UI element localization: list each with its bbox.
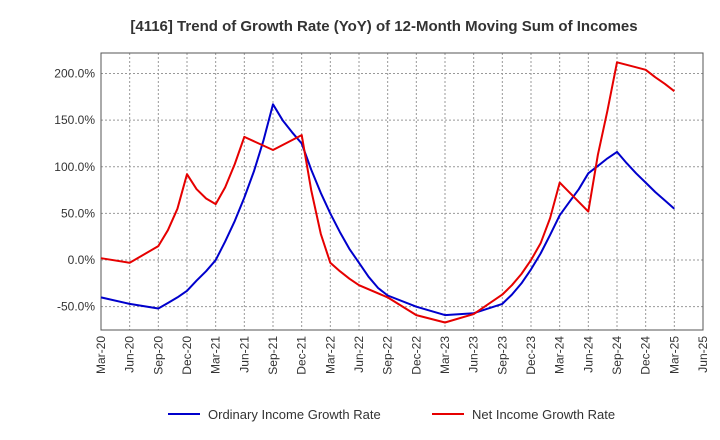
x-tick-label: Sep-20: [151, 336, 165, 375]
x-tick-label: Dec-20: [180, 336, 194, 375]
x-tick-label: Jun-20: [123, 336, 137, 373]
x-tick-label: Mar-24: [553, 336, 567, 374]
x-tick-label: Jun-23: [467, 336, 481, 373]
y-tick-label: 0.0%: [68, 253, 96, 267]
x-tick-label: Dec-22: [409, 336, 423, 375]
x-tick-label: Mar-25: [667, 336, 681, 374]
x-axis-ticks: Mar-20 Jun-20 Sep-20 Dec-20 Mar-21 Jun-21 Sep-…: [94, 336, 710, 375]
x-tick-label: Mar-22: [323, 336, 337, 374]
x-tick-label: Dec-24: [639, 336, 653, 375]
x-tick-label: Jun-21: [237, 336, 251, 373]
x-tick-label: Dec-21: [295, 336, 309, 375]
x-tick-label: Sep-23: [495, 336, 509, 375]
x-tick-label: Sep-24: [610, 336, 624, 375]
y-tick-label: -50.0%: [57, 300, 95, 314]
x-tick-label: Dec-23: [524, 336, 538, 375]
y-tick-label: 150.0%: [54, 113, 95, 127]
x-tick-label: Mar-23: [438, 336, 452, 374]
x-tick-label: Jun-22: [352, 336, 366, 373]
x-tick-label: Jun-25: [696, 336, 710, 373]
x-tick-label: Mar-21: [209, 336, 223, 374]
x-tick-label: Mar-20: [94, 336, 108, 374]
y-axis-ticks: -50.0% 0.0% 50.0% 100.0% 150.0% 200.0%: [54, 67, 95, 314]
x-tick-label: Sep-22: [381, 336, 395, 375]
legend: Ordinary Income Growth Rate Net Income Gr…: [168, 407, 615, 422]
legend-label-1: Net Income Growth Rate: [472, 407, 615, 422]
x-tick-label: Jun-24: [581, 336, 595, 373]
plot-frame: [100, 52, 704, 331]
chart-title: [4116] Trend of Growth Rate (YoY) of 12-…: [130, 18, 637, 35]
y-tick-label: 50.0%: [61, 206, 95, 220]
x-tick-label: Sep-21: [266, 336, 280, 375]
y-tick-label: 200.0%: [54, 67, 95, 81]
series-line-1: [100, 61, 675, 324]
series-layer: [100, 61, 675, 324]
legend-label-0: Ordinary Income Growth Rate: [208, 407, 381, 422]
series-line-0: [100, 103, 675, 317]
grid-layer: [100, 53, 704, 330]
y-tick-label: 100.0%: [54, 160, 95, 174]
